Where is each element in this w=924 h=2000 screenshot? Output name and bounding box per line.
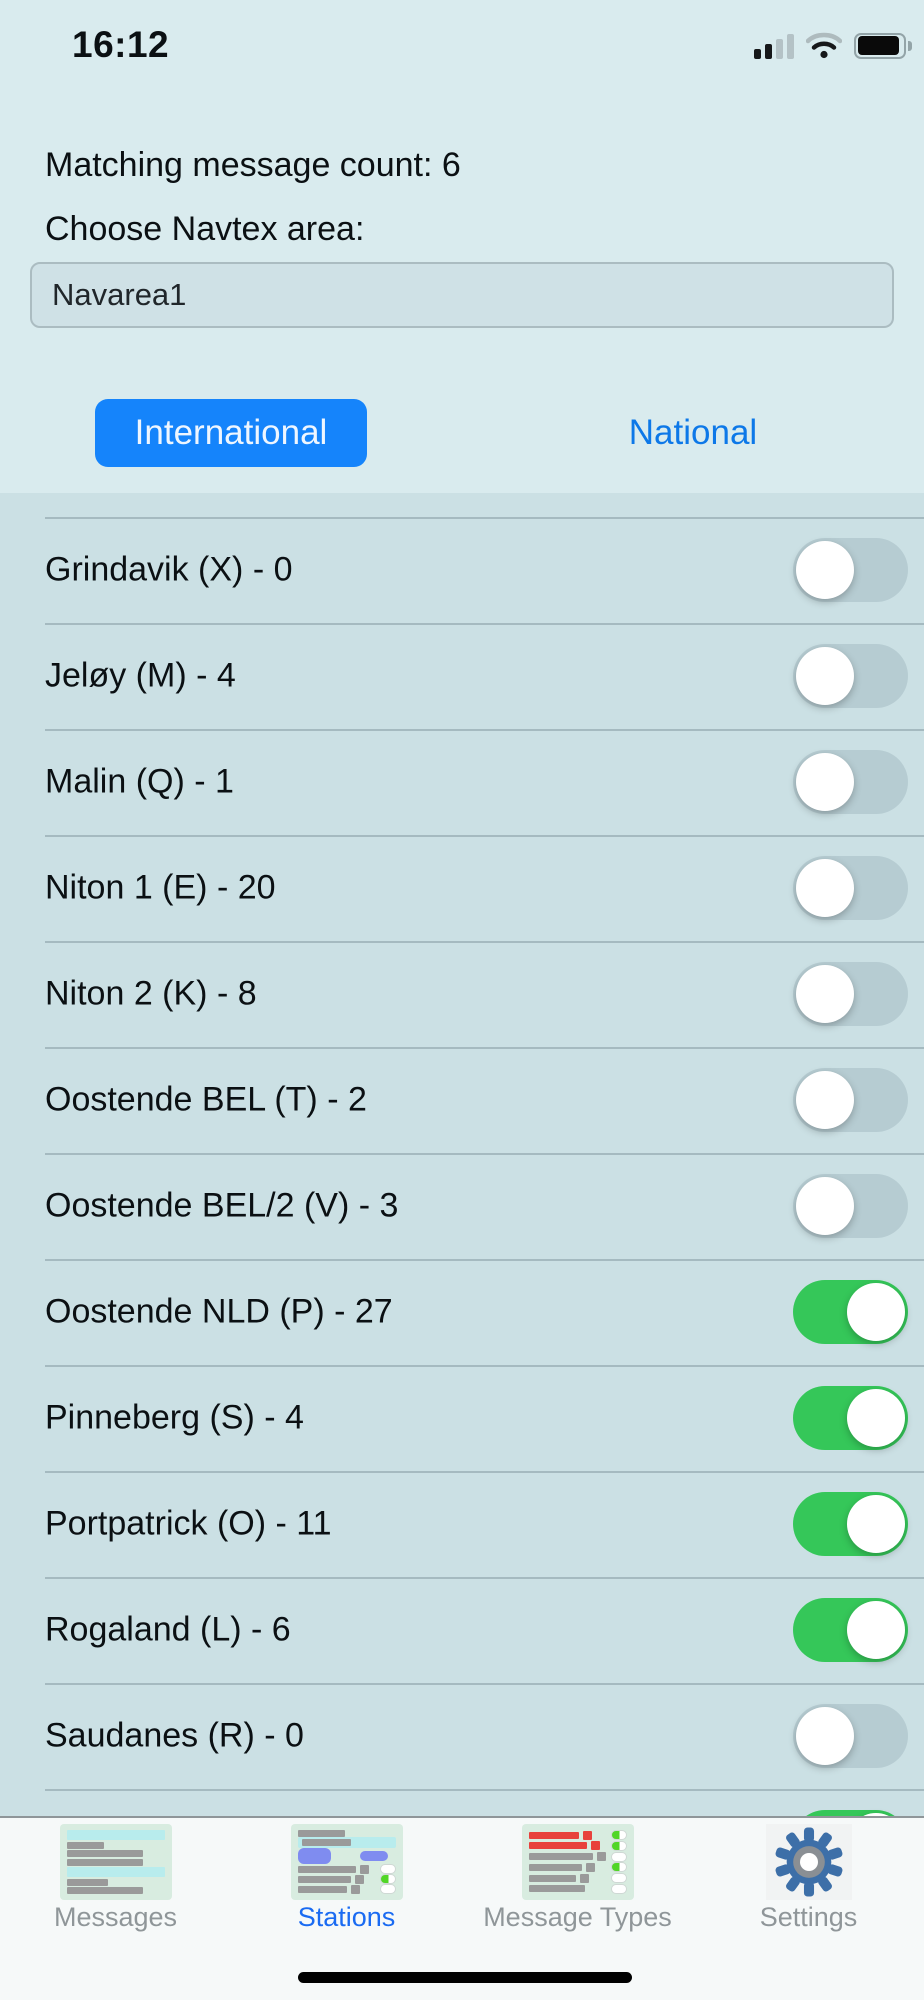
messages-icon	[59, 1824, 172, 1900]
station-row: Niton 2 (K) - 8	[0, 941, 924, 1047]
station-toggle[interactable]	[793, 962, 908, 1026]
cellular-signal-icon	[754, 33, 794, 59]
station-name: Niton 1 (E) - 20	[45, 868, 276, 907]
station-toggle[interactable]	[793, 856, 908, 920]
station-name: Portpatrick (O) - 11	[45, 1504, 332, 1543]
tab-message-types[interactable]: Message Types	[462, 1818, 693, 2000]
station-toggle[interactable]	[793, 1280, 908, 1344]
status-bar: 16:12	[0, 0, 924, 100]
choose-area-label: Choose Navtex area:	[45, 210, 365, 248]
stations-icon	[290, 1824, 403, 1900]
tab-label: Stations	[297, 1902, 396, 1932]
station-row: Oostende NLD (P) - 27	[0, 1259, 924, 1365]
station-toggle[interactable]	[793, 538, 908, 602]
tab-label: Messages	[53, 1902, 178, 1932]
station-toggle[interactable]	[793, 1068, 908, 1132]
tab-stations[interactable]: Stations	[231, 1818, 462, 2000]
tab-messages[interactable]: Messages	[0, 1818, 231, 2000]
station-name: Oostende BEL (T) - 2	[45, 1080, 367, 1119]
station-name: Niton 2 (K) - 8	[45, 974, 257, 1013]
station-toggle[interactable]	[793, 644, 908, 708]
matching-message-count: Matching message count: 6	[45, 146, 461, 184]
scope-segmented-control: International National	[0, 396, 924, 470]
navtex-area-value: Navarea1	[52, 277, 187, 312]
station-row: Oostende BEL/2 (V) - 3	[0, 1153, 924, 1259]
station-name: Rogaland (L) - 6	[45, 1610, 291, 1649]
station-row: Rogaland (L) - 6	[0, 1577, 924, 1683]
station-row: Pinneberg (S) - 4	[0, 1365, 924, 1471]
tab-label: Message Types	[483, 1902, 672, 1932]
station-row: Oostende BEL (T) - 2	[0, 1047, 924, 1153]
station-name: Oostende NLD (P) - 27	[45, 1292, 393, 1331]
tab-bar: Messages Stations Message Types	[0, 1816, 924, 2000]
station-name: Saudanes (R) - 0	[45, 1716, 304, 1755]
station-toggle[interactable]	[793, 1598, 908, 1662]
station-row: Malin (Q) - 1	[0, 729, 924, 835]
station-row: Portpatrick (O) - 11	[0, 1471, 924, 1577]
station-row: Niton 1 (E) - 20	[0, 835, 924, 941]
clock: 16:12	[72, 24, 170, 65]
station-toggle[interactable]	[793, 1174, 908, 1238]
message-types-icon	[521, 1824, 634, 1900]
station-name: Jeløy (M) - 4	[45, 656, 236, 695]
station-name: Pinneberg (S) - 4	[45, 1398, 304, 1437]
station-row: Jeløy (M) - 4	[0, 623, 924, 729]
station-name: Oostende BEL/2 (V) - 3	[45, 1186, 399, 1225]
station-name: Malin (Q) - 1	[45, 762, 234, 801]
station-row: Saudanes (R) - 0	[0, 1683, 924, 1789]
station-toggle[interactable]	[793, 1492, 908, 1556]
segment-international[interactable]: International	[94, 399, 368, 467]
tab-label: Settings	[759, 1902, 858, 1932]
station-toggle[interactable]	[793, 750, 908, 814]
battery-icon	[854, 32, 912, 59]
home-indicator[interactable]	[298, 1972, 632, 1983]
station-name: Grindavik (X) - 0	[45, 550, 293, 589]
tab-settings[interactable]: Settings	[693, 1818, 924, 2000]
wifi-icon	[806, 32, 842, 59]
navtex-area-picker[interactable]: Navarea1	[30, 262, 894, 328]
segment-national[interactable]: National	[628, 413, 758, 452]
settings-gear-icon	[765, 1824, 852, 1900]
station-toggle[interactable]	[793, 1386, 908, 1450]
station-row: Grindavik (X) - 0	[0, 517, 924, 623]
station-list: Grindavik (X) - 0 Jeløy (M) - 4 Malin (Q…	[0, 493, 924, 2000]
station-toggle[interactable]	[793, 1704, 908, 1768]
